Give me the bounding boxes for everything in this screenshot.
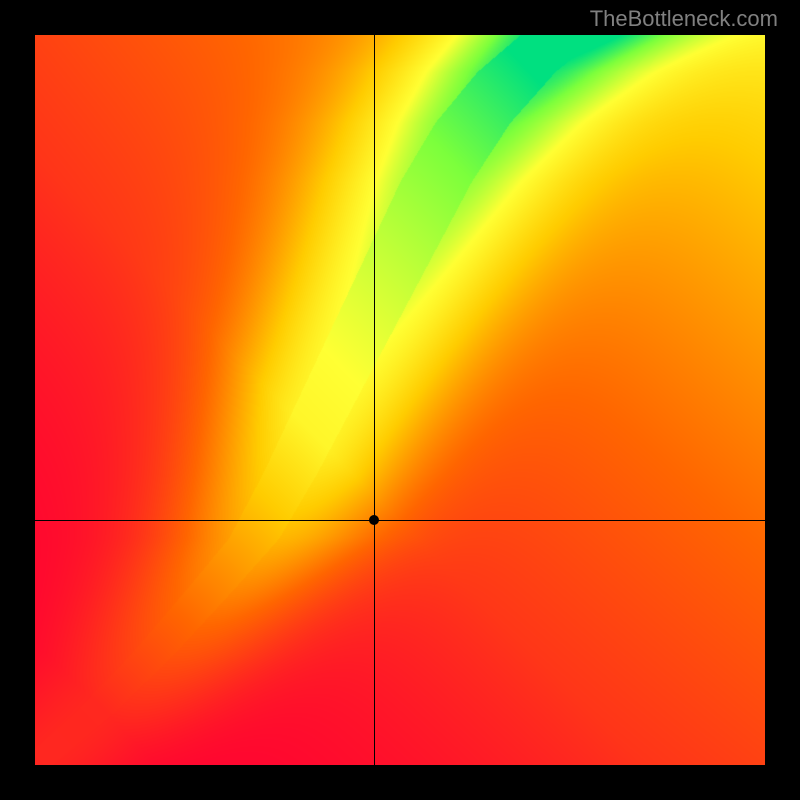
crosshair-horizontal [35, 520, 765, 521]
watermark-text: TheBottleneck.com [590, 6, 778, 32]
crosshair-marker [369, 515, 379, 525]
heatmap-plot [35, 35, 765, 765]
crosshair-vertical [374, 35, 375, 765]
heatmap-canvas [35, 35, 765, 765]
